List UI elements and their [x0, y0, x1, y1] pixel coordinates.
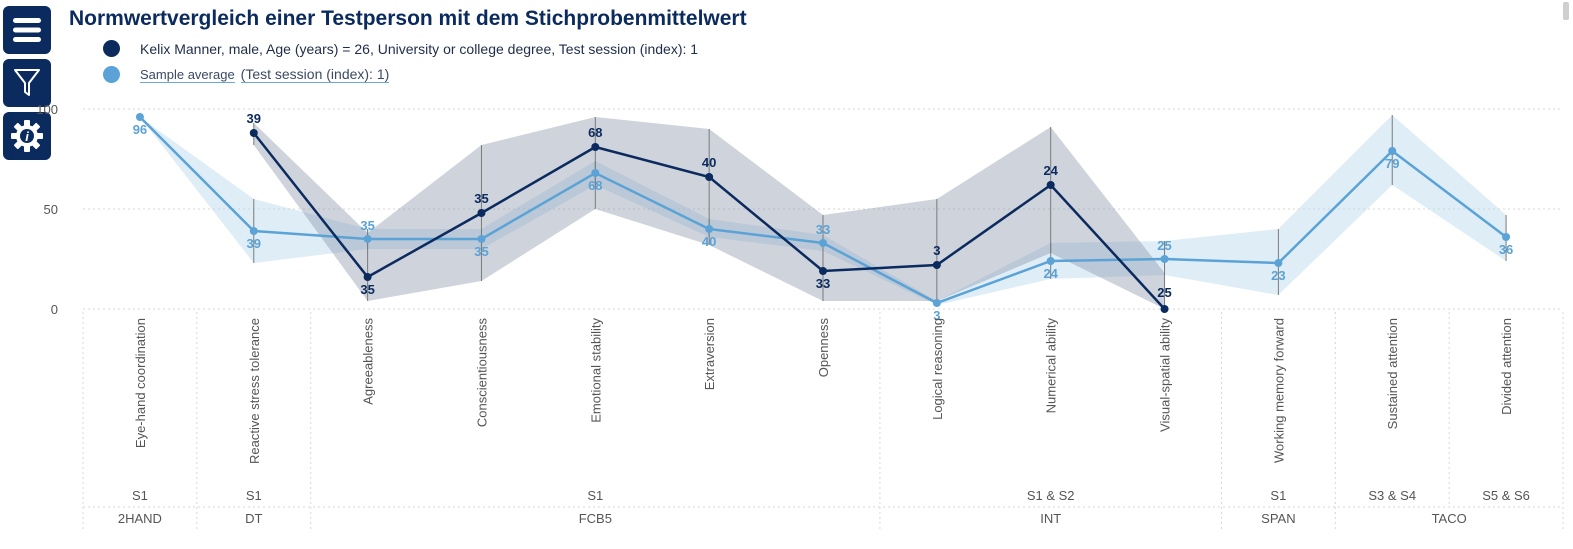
data-label-kelix-manner: 35	[360, 282, 374, 297]
page-title: Normwertvergleich einer Testperson mit d…	[69, 7, 747, 30]
data-label-sample-average: 96	[133, 122, 147, 137]
sidebar: i	[3, 6, 53, 165]
legend-person-marker	[103, 40, 120, 57]
data-label-sample-average: 35	[474, 244, 488, 259]
data-label-sample-average: 23	[1271, 268, 1285, 283]
data-label-kelix-manner: 3	[933, 243, 940, 258]
category-label: Visual-spatial ability	[1158, 318, 1173, 432]
data-label-kelix-manner: 33	[816, 276, 830, 291]
point-kelix-manner	[477, 209, 486, 217]
filter-button[interactable]	[3, 59, 51, 107]
svg-text:i: i	[25, 129, 29, 144]
category-label: Logical reasoning	[930, 318, 945, 420]
y-tick-label: 0	[51, 302, 58, 317]
y-tick-label: 100	[36, 102, 58, 117]
session-label: S1 & S2	[1027, 488, 1075, 503]
legend-sample[interactable]: Sample average (Test session (index): 1)	[103, 66, 390, 83]
data-label-kelix-manner: 35	[474, 191, 488, 206]
sample-average-link[interactable]: Sample average	[140, 66, 235, 83]
point-sample-average	[1274, 259, 1283, 267]
data-label-kelix-manner: 40	[702, 155, 716, 170]
point-sample-average	[819, 239, 827, 247]
data-label-sample-average: 40	[702, 234, 716, 249]
menu-icon	[13, 18, 41, 42]
point-sample-average	[591, 169, 600, 177]
point-sample-average	[1046, 257, 1055, 265]
data-label-kelix-manner: 39	[247, 111, 261, 126]
point-sample-average	[1502, 233, 1511, 241]
category-label: Agreeableness	[361, 318, 376, 405]
point-sample-average	[249, 227, 258, 235]
point-kelix-manner	[591, 143, 600, 151]
legend-person[interactable]: Kelix Manner, male, Age (years) = 26, Un…	[103, 40, 698, 57]
point-sample-average	[477, 235, 486, 243]
session-label: S1	[1270, 488, 1286, 503]
test-label: DT	[245, 511, 262, 526]
point-sample-average	[135, 113, 144, 121]
data-label-sample-average: 79	[1385, 156, 1399, 171]
test-label: TACO	[1432, 511, 1467, 526]
test-label: SPAN	[1261, 511, 1295, 526]
data-label-sample-average: 39	[247, 236, 261, 251]
point-sample-average	[1160, 255, 1169, 263]
data-label-sample-average: 33	[816, 222, 830, 237]
point-sample-average	[932, 299, 941, 307]
legend-sample-marker	[103, 66, 120, 83]
category-label: Working memory forward	[1271, 318, 1286, 463]
session-label: S1	[587, 488, 603, 503]
category-label: Extraversion	[702, 318, 717, 390]
menu-button[interactable]	[3, 6, 51, 54]
session-label: S1	[246, 488, 262, 503]
point-kelix-manner	[1160, 305, 1169, 313]
category-label: Numerical ability	[1044, 318, 1059, 414]
point-kelix-manner	[819, 267, 827, 275]
data-label-sample-average: 25	[1157, 238, 1171, 253]
data-label-kelix-manner: 68	[588, 125, 602, 140]
session-label: S5 & S6	[1482, 488, 1530, 503]
category-label: Eye-hand coordination	[133, 318, 148, 448]
category-label: Emotional stability	[588, 318, 603, 423]
point-kelix-manner	[932, 261, 941, 269]
test-label: FCB5	[579, 511, 612, 526]
session-label: S3 & S4	[1368, 488, 1416, 503]
filter-icon	[14, 69, 40, 96]
point-kelix-manner	[1046, 181, 1055, 189]
y-tick-label: 50	[44, 202, 58, 217]
point-kelix-manner	[363, 273, 372, 281]
point-kelix-manner	[249, 129, 258, 137]
data-label-sample-average: 36	[1499, 242, 1513, 257]
test-label: INT	[1040, 511, 1061, 526]
category-label: Sustained attention	[1385, 318, 1400, 429]
settings-icon: i	[11, 120, 43, 152]
data-label-kelix-manner: 25	[1157, 285, 1171, 300]
data-label-kelix-manner: 24	[1043, 163, 1058, 178]
data-label-sample-average: 35	[360, 218, 374, 233]
test-label: 2HAND	[118, 511, 162, 526]
data-label-sample-average: 68	[588, 178, 602, 193]
point-sample-average	[363, 235, 372, 243]
scrollbar[interactable]	[1563, 2, 1569, 20]
session-label: S1	[132, 488, 148, 503]
legend-person-label: Kelix Manner, male, Age (years) = 26, Un…	[140, 40, 699, 57]
point-sample-average	[1388, 147, 1397, 155]
sample-session-label: (Test session (index): 1)	[240, 66, 390, 83]
category-label: Conscientiousness	[474, 318, 489, 428]
point-kelix-manner	[705, 173, 714, 181]
category-label: Openness	[816, 318, 831, 378]
data-label-sample-average: 24	[1043, 266, 1058, 281]
category-label: Divided attention	[1499, 318, 1514, 415]
data-label-sample-average: 3	[933, 308, 940, 323]
point-sample-average	[705, 225, 714, 233]
category-label: Reactive stress tolerance	[247, 318, 262, 464]
settings-button[interactable]: i	[3, 112, 51, 160]
